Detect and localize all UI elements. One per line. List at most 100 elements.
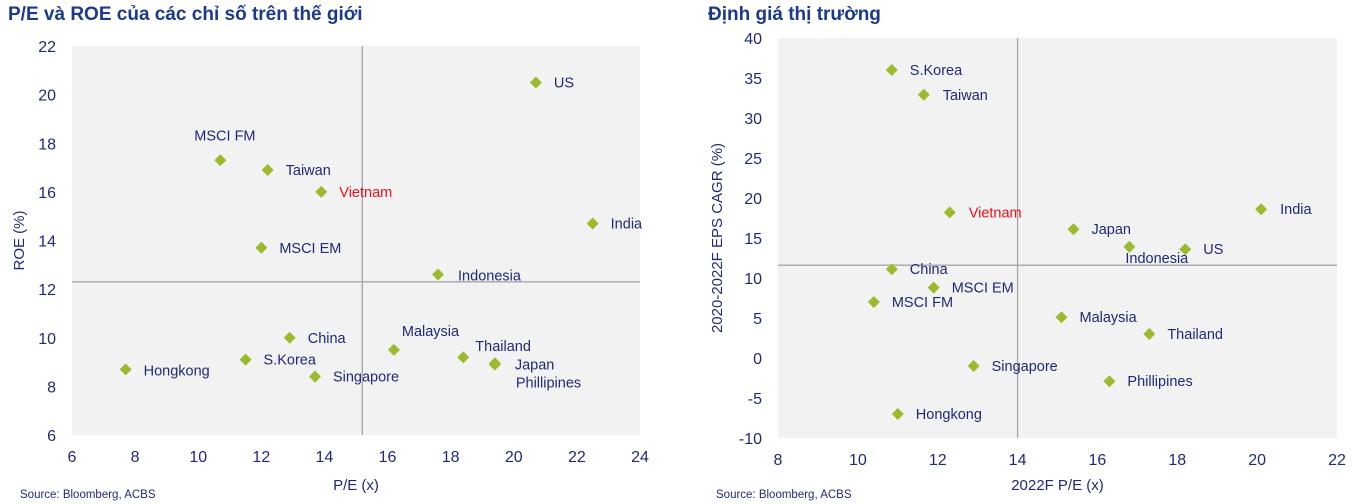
- data-label: Indonesia: [458, 269, 522, 285]
- data-label: Taiwan: [286, 163, 331, 179]
- data-point-singapore: [967, 360, 980, 372]
- data-label: Singapore: [333, 370, 399, 386]
- data-point-skorea: [239, 353, 252, 366]
- y-tick-label: 16: [38, 185, 56, 202]
- data-point-phillipines: [488, 358, 501, 371]
- data-label: Thailand: [1167, 327, 1223, 343]
- data-point-msciem: [255, 241, 268, 254]
- x-tick-label: 16: [1089, 452, 1107, 469]
- x-tick-label: 6: [68, 449, 77, 466]
- data-point-hongkong: [119, 363, 132, 376]
- y-tick-label: 25: [744, 151, 762, 168]
- data-point-malaysia: [387, 343, 400, 356]
- data-point-mscifm: [214, 154, 227, 167]
- chart-title: P/E và ROE của các chỉ số trên thế giới: [8, 4, 363, 25]
- data-label: US: [1203, 242, 1223, 258]
- y-tick-label: 5: [753, 311, 762, 328]
- data-label: Phillipines: [1127, 374, 1192, 390]
- data-point-indonesia: [432, 268, 445, 281]
- data-point-skorea: [885, 64, 898, 76]
- data-point-malaysia: [1055, 311, 1068, 324]
- plot-area: [72, 46, 640, 435]
- data-label: Indonesia: [1125, 251, 1189, 267]
- data-point-us: [1179, 243, 1192, 256]
- x-tick-label: 10: [849, 452, 867, 469]
- data-label: India: [1280, 202, 1312, 218]
- y-tick-label: 12: [38, 282, 56, 299]
- data-label: China: [910, 262, 949, 278]
- source-note: Source: Bloomberg, ACBS: [716, 489, 852, 501]
- chart-2: Định giá thị trường 8 10 12 14 16 18 20 22 -10 -5 0…: [708, 4, 1346, 501]
- data-point-taiwan: [261, 163, 274, 176]
- y-tick-label: 35: [744, 71, 762, 88]
- y-tick-label: -5: [748, 391, 762, 408]
- data-point-vietnam: [315, 185, 328, 198]
- y-tick-label: 18: [38, 136, 56, 153]
- data-label: MSCI EM: [279, 241, 341, 257]
- y-tick-label: 0: [753, 351, 762, 368]
- data-label: Japan: [1091, 222, 1131, 238]
- y-tick-label: 14: [38, 234, 56, 251]
- y-tick-label: 15: [744, 231, 762, 248]
- data-point-vietnam: [943, 206, 956, 219]
- x-tick-label: 20: [1248, 452, 1266, 469]
- data-label: S.Korea: [264, 353, 317, 369]
- chart-title: Định giá thị trường: [708, 4, 881, 25]
- x-tick-label: 18: [1168, 452, 1186, 469]
- data-point-india: [1255, 203, 1268, 216]
- y-tick-label: 8: [47, 379, 56, 396]
- data-label: Hongkong: [144, 363, 210, 379]
- data-label: S.Korea: [910, 63, 963, 79]
- data-label: Japan: [515, 357, 555, 373]
- x-tick-label: 24: [631, 449, 649, 466]
- data-label: Taiwan: [943, 88, 988, 104]
- x-tick-label: 22: [568, 449, 586, 466]
- data-label: Hongkong: [916, 407, 982, 423]
- data-label: MSCI FM: [194, 128, 255, 144]
- data-label: MSCI FM: [892, 295, 953, 311]
- data-point-thailand: [457, 351, 470, 364]
- data-point-indonesia: [1123, 240, 1136, 253]
- x-tick-label: 8: [131, 449, 140, 466]
- plot-area: [778, 38, 1337, 438]
- data-point-india: [586, 217, 599, 230]
- x-tick-label: 12: [929, 452, 947, 469]
- data-label: US: [554, 75, 574, 91]
- y-tick-label: 30: [744, 111, 762, 128]
- y-axis-label: 2020-2022F EPS CAGR (%): [709, 143, 726, 333]
- x-tick-label: 20: [505, 449, 523, 466]
- y-tick-label: 20: [38, 88, 56, 105]
- data-label: Thailand: [475, 339, 531, 355]
- data-point-thailand: [1143, 328, 1156, 340]
- y-tick-label: -10: [739, 431, 762, 448]
- y-tick-label: 10: [38, 331, 56, 348]
- source-note: Source: Bloomberg, ACBS: [20, 489, 156, 501]
- data-point-phillipines: [1103, 375, 1116, 388]
- data-label: Vietnam: [969, 205, 1022, 221]
- data-label: Malaysia: [1079, 310, 1137, 326]
- data-label: Vietnam: [339, 185, 392, 201]
- y-axis-label: ROE (%): [11, 210, 28, 270]
- y-tick-label: 10: [744, 271, 762, 288]
- data-label: Singapore: [992, 359, 1058, 375]
- x-tick-label: 12: [252, 449, 270, 466]
- chart-1: P/E và ROE của các chỉ số trên thế giới 6…: [8, 4, 649, 501]
- y-tick-label: 22: [38, 39, 56, 56]
- x-tick-label: 16: [379, 449, 397, 466]
- data-label: India: [611, 216, 643, 232]
- data-label: MSCI EM: [952, 281, 1014, 297]
- data-point-us: [529, 76, 542, 89]
- x-tick-label: 14: [316, 449, 334, 466]
- x-tick-label: 14: [1009, 452, 1027, 469]
- x-axis-label: P/E (x): [333, 477, 379, 494]
- data-label: Malaysia: [402, 324, 460, 340]
- data-point-china: [885, 263, 898, 276]
- x-axis-label: 2022F P/E (x): [1011, 477, 1104, 494]
- data-point-singapore: [308, 370, 321, 383]
- y-tick-label: 40: [744, 31, 762, 48]
- data-point-msciem: [927, 281, 940, 294]
- x-tick-label: 10: [189, 449, 207, 466]
- data-point-japan: [1067, 223, 1080, 236]
- x-tick-label: 22: [1328, 452, 1346, 469]
